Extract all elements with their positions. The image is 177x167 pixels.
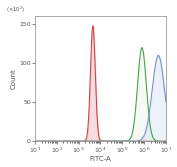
Y-axis label: Count: Count — [10, 68, 16, 89]
Text: $(\times10^2)$: $(\times10^2)$ — [6, 5, 25, 15]
X-axis label: FITC-A: FITC-A — [90, 156, 111, 162]
